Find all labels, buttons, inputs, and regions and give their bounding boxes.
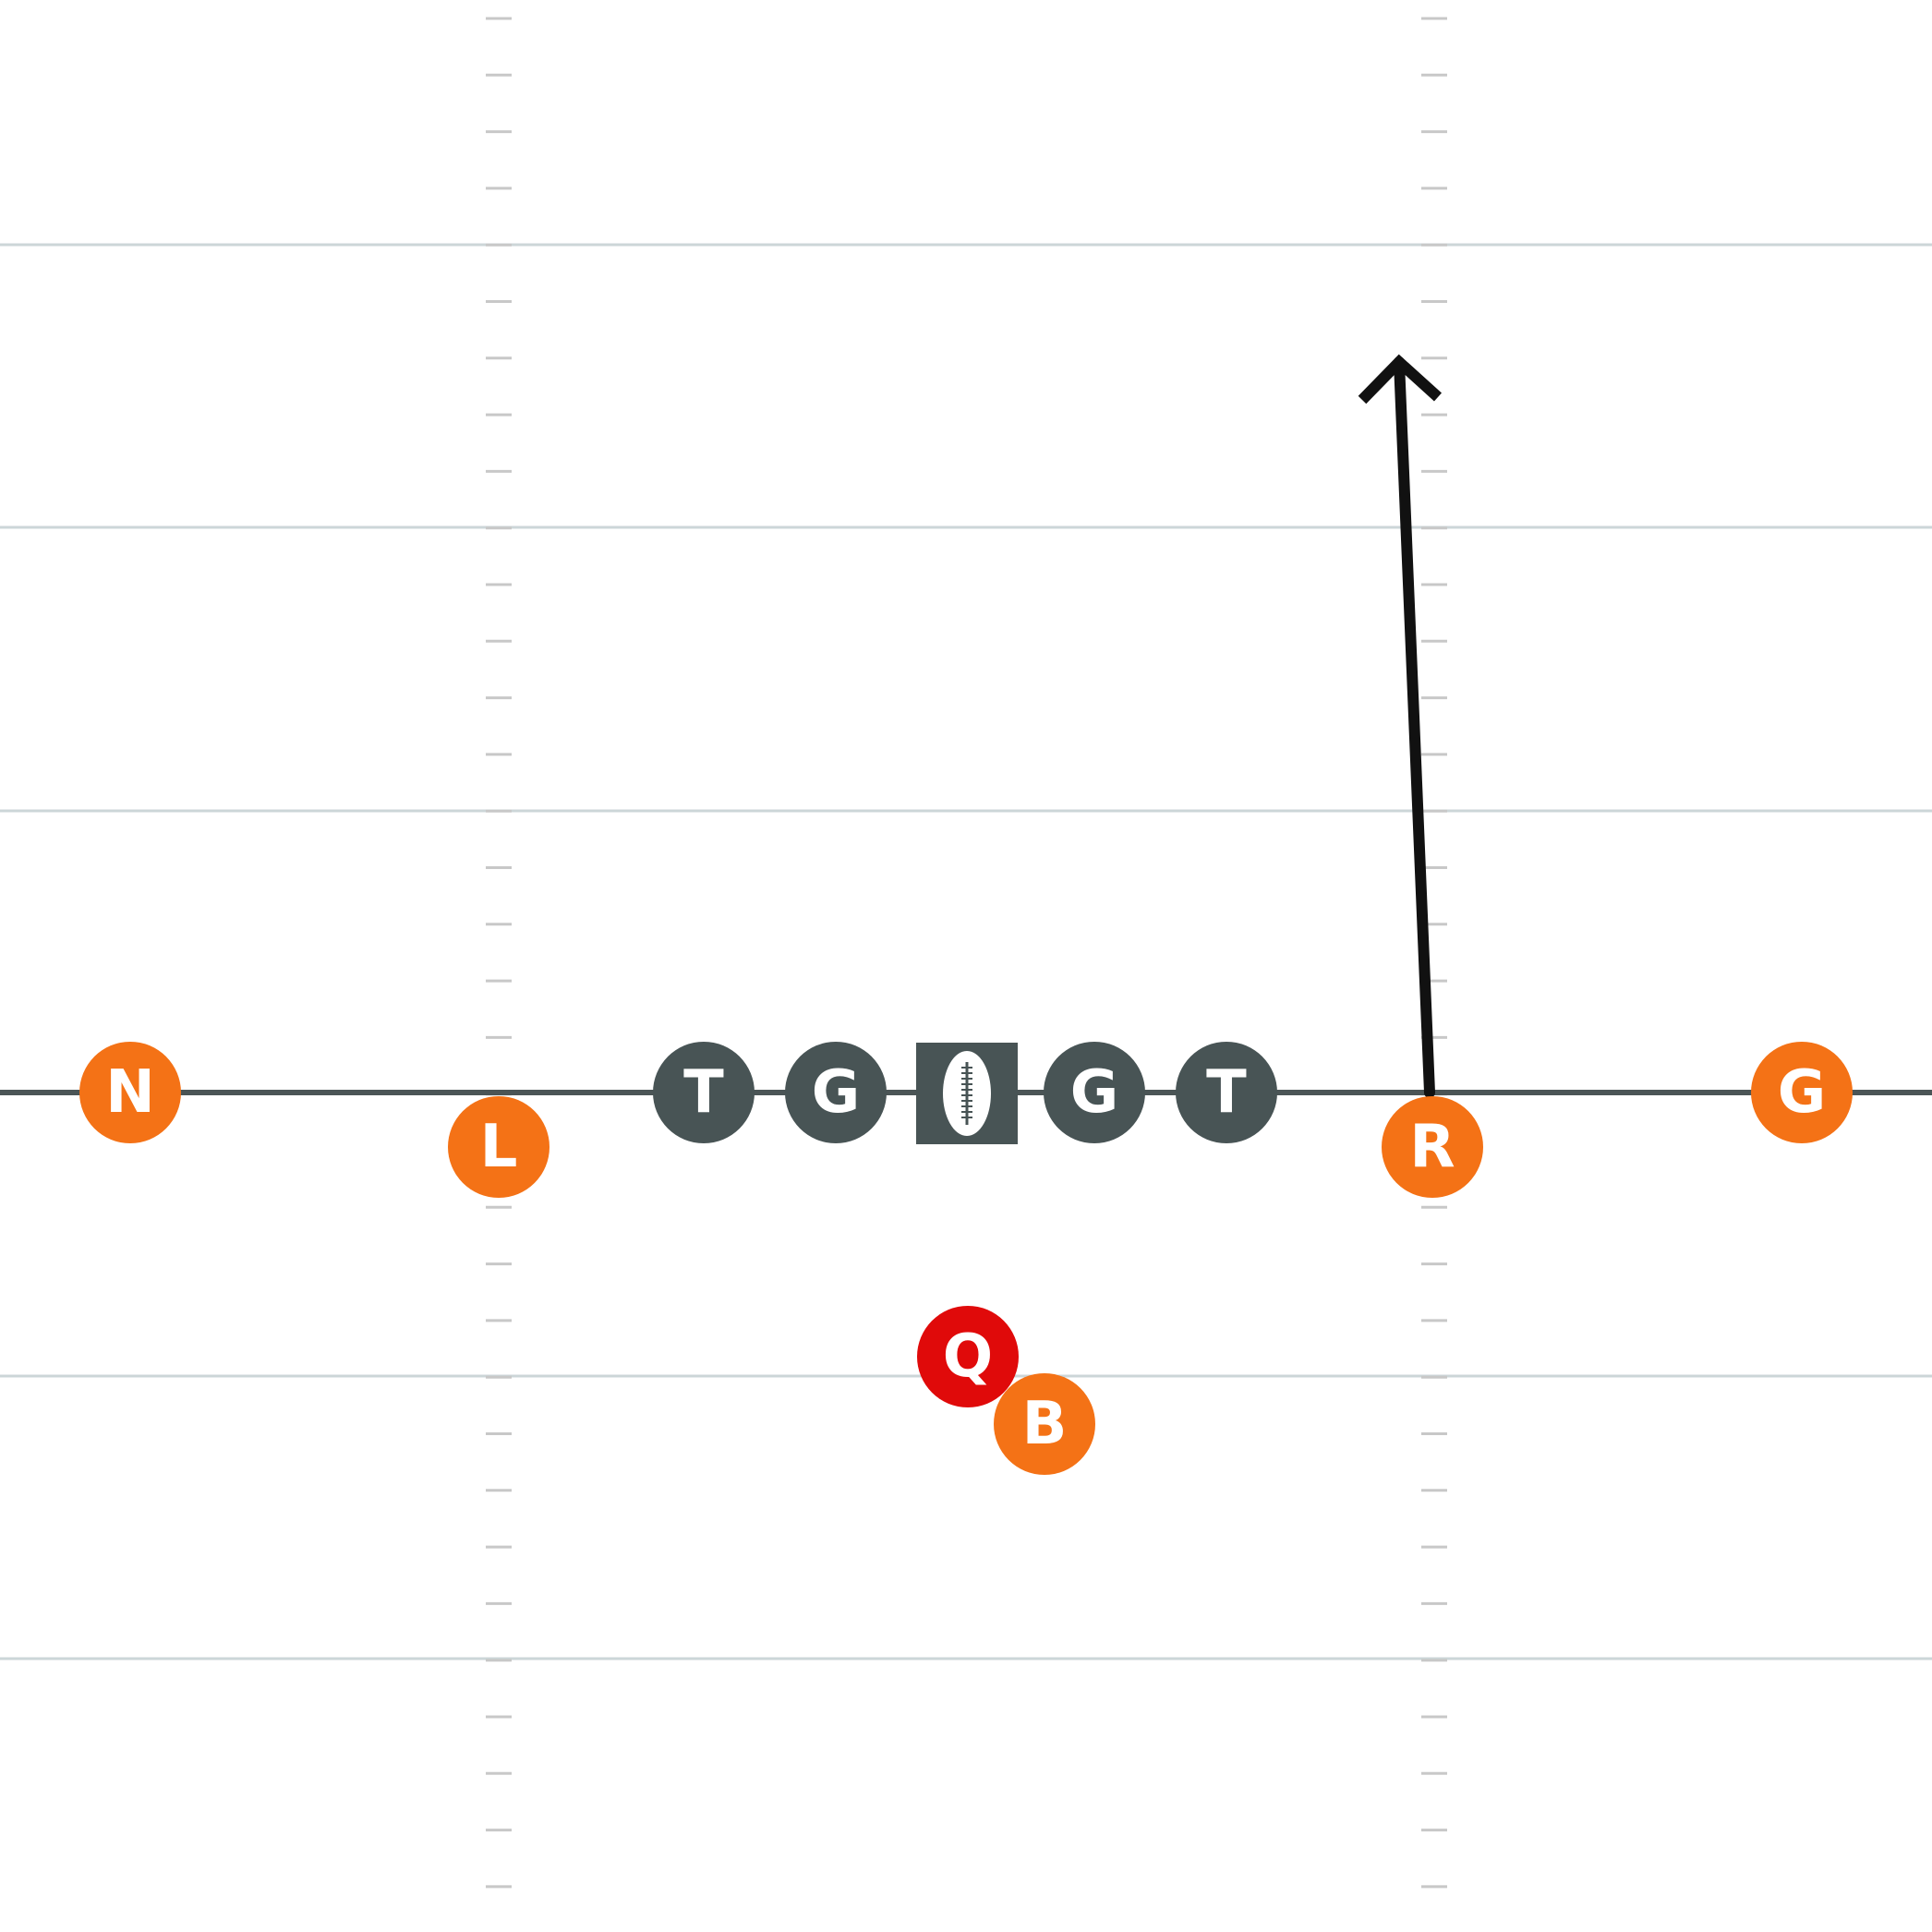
hash-marks (486, 17, 1447, 1889)
player-r: R (1382, 1096, 1483, 1198)
player-rg: G (1044, 1042, 1145, 1143)
player-label: T (683, 1058, 724, 1127)
player-b: B (994, 1373, 1095, 1475)
player-label: G (1778, 1058, 1827, 1127)
player-lg: G (785, 1042, 887, 1143)
route-line (1394, 356, 1435, 1098)
player-label: R (1409, 1113, 1455, 1181)
player-label: N (105, 1058, 155, 1127)
football-icon (943, 1051, 991, 1136)
player-label: T (1206, 1058, 1247, 1127)
player-l: L (448, 1096, 549, 1198)
player-lt: T (653, 1042, 755, 1143)
center-block (916, 1043, 1018, 1144)
routes (1358, 354, 1443, 1098)
arrowhead-icon (1358, 354, 1443, 405)
player-label: G (812, 1058, 861, 1127)
player-q: Q (917, 1306, 1019, 1407)
yard-lines (0, 243, 1932, 1660)
player-label: B (1022, 1390, 1068, 1458)
players: N L T G G T R G Q B (79, 1042, 1853, 1475)
player-g: G (1751, 1042, 1853, 1143)
player-label: L (480, 1113, 518, 1181)
player-label: Q (943, 1322, 993, 1391)
player-rt: T (1176, 1042, 1277, 1143)
player-n: N (79, 1042, 181, 1143)
player-label: G (1070, 1058, 1119, 1127)
